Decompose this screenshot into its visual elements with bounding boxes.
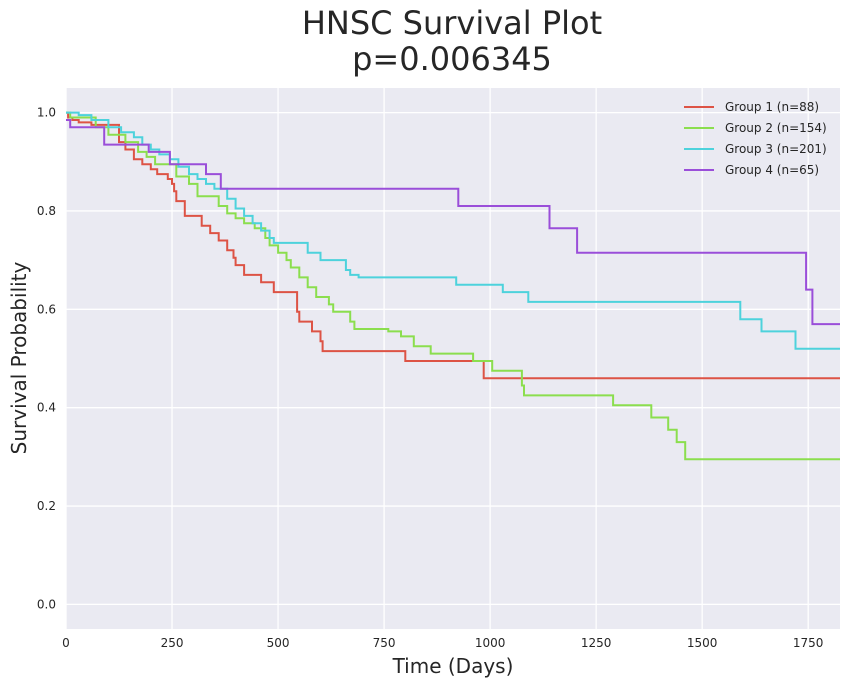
series-line-4 [66,119,840,326]
x-tick-label: 500 [267,636,290,650]
y-tick-label: 0.8 [37,204,56,218]
x-tick-label: 1000 [475,636,506,650]
plot-area [66,88,840,629]
y-axis-label: Survival Probability [7,261,31,454]
x-tick-label: 750 [373,636,396,650]
chart-subtitle: p=0.006345 [352,40,552,78]
chart-title: HNSC Survival Plot [302,4,602,42]
y-tick-label: 1.0 [37,106,56,120]
x-tick-label: 0 [62,636,70,650]
series-lines [66,111,840,461]
series-line-1 [66,111,840,380]
y-tick-label: 0.4 [37,401,56,415]
tick-labels: 0 250 500 750 1000 1250 1500 1750 0.0 0.2 0.4 0.6 0.… [37,106,824,650]
legend-label-4: Group 4 (n=65) [725,163,819,177]
x-tick-label: 1750 [793,636,824,650]
legend-label-3: Group 3 (n=201) [725,142,827,156]
legend-label-2: Group 2 (n=154) [725,121,827,135]
x-tick-label: 1500 [687,636,718,650]
legend-label-1: Group 1 (n=88) [725,100,819,114]
y-tick-label: 0.0 [37,597,56,611]
legend: Group 1 (n=88) Group 2 (n=154) Group 3 (n=… [684,100,827,177]
series-line-2 [66,111,840,461]
y-tick-label: 0.6 [37,302,56,316]
x-tick-label: 1250 [581,636,612,650]
x-tick-label: 250 [161,636,184,650]
grid-lines [65,88,840,629]
y-tick-label: 0.2 [37,499,56,513]
series-line-3 [66,111,840,350]
x-axis-label: Time (Days) [392,654,514,678]
